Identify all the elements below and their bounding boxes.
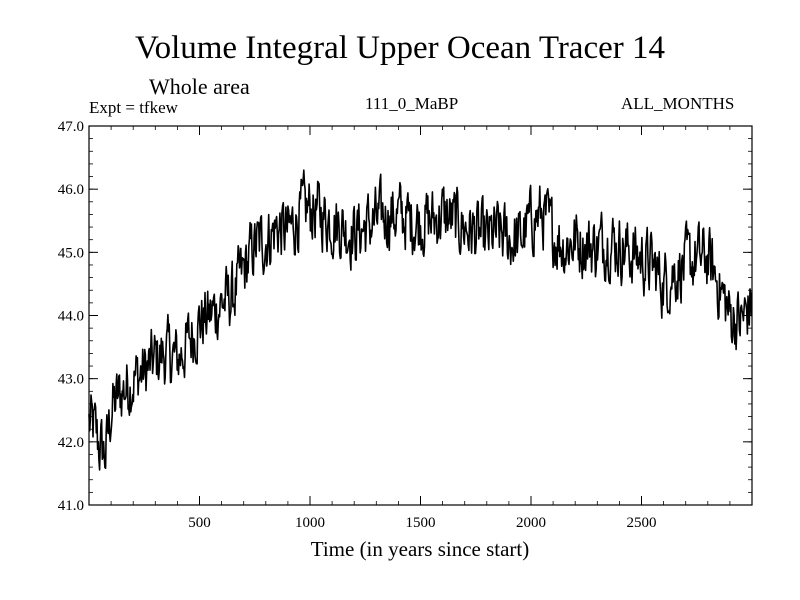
- x-tick-label: 1500: [406, 515, 436, 531]
- axis-ticks: 41.0 42.0 43.0 44.0 45.0 46.0 47.0 500 1000 1500 2…: [58, 119, 752, 531]
- chart-subtitle: Whole area: [149, 74, 250, 99]
- y-tick-label: 43.0: [58, 372, 84, 388]
- x-axis-label: Time (in years since start): [310, 537, 530, 561]
- experiment-label: Expt = tfkew: [89, 98, 178, 117]
- x-tick-label: 1000: [295, 515, 325, 531]
- series-line: [88, 169, 753, 471]
- months-label: ALL_MONTHS: [621, 94, 735, 113]
- plot-frame: [88, 125, 753, 506]
- x-tick-label: 2000: [516, 515, 546, 531]
- y-tick-label: 46.0: [58, 182, 84, 198]
- x-tick-label: 2500: [627, 515, 657, 531]
- y-tick-label: 45.0: [58, 245, 84, 261]
- x-tick-label: 500: [188, 515, 211, 531]
- y-tick-label: 42.0: [58, 435, 84, 451]
- run-label: 111_0_MaBP: [365, 94, 459, 113]
- y-tick-label: 47.0: [58, 119, 84, 135]
- chart-title: Volume Integral Upper Ocean Tracer 14: [135, 30, 665, 66]
- y-tick-label: 41.0: [58, 498, 84, 514]
- y-tick-label: 44.0: [58, 309, 84, 325]
